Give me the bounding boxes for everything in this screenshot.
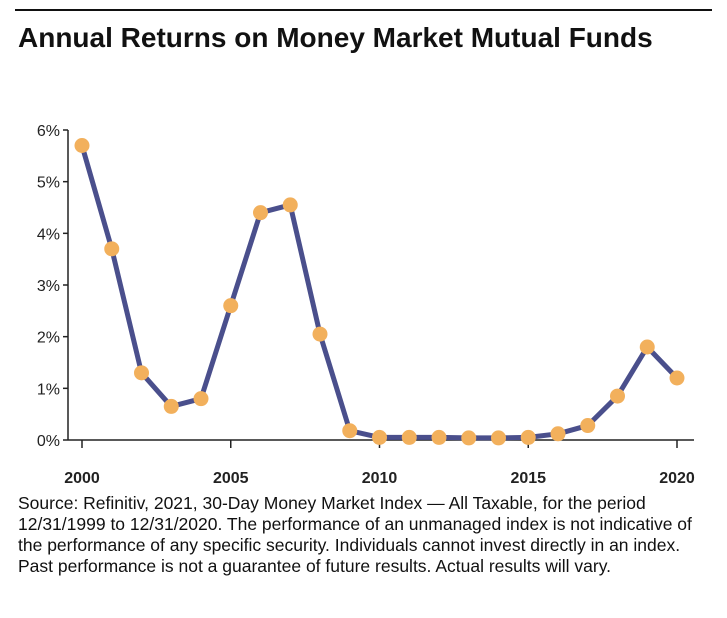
y-tick-label: 4%: [37, 226, 60, 243]
axes: 0% 1% 2% 3% 4% 5% 6% 2000 2005 2010 2015 2020: [37, 123, 695, 487]
data-point: [134, 365, 149, 381]
data-point: [312, 326, 328, 342]
series-line: [79, 143, 680, 441]
x-tick-label: 2000: [64, 470, 100, 487]
chart-title: Annual Returns on Money Market Mutual Fu…: [18, 22, 653, 53]
data-point: [163, 398, 179, 414]
series-group: [74, 138, 685, 446]
data-point: [282, 197, 298, 213]
line-chart: 0% 1% 2% 3% 4% 5% 6% 2000 2005 2010 2015 2020: [37, 123, 695, 487]
data-point: [253, 205, 268, 221]
data-point: [669, 370, 685, 386]
data-point: [223, 298, 239, 314]
data-point: [639, 339, 655, 355]
y-tick-label: 2%: [37, 330, 60, 347]
data-point: [74, 138, 90, 153]
data-point: [193, 391, 209, 407]
data-point: [461, 430, 477, 446]
data-point: [580, 418, 596, 434]
data-point: [104, 241, 120, 257]
x-tick-label: 2005: [213, 470, 249, 487]
y-tick-label: 3%: [37, 278, 60, 295]
x-tick-label: 2020: [659, 470, 695, 487]
y-tick-label: 0%: [37, 433, 60, 450]
top-rule: [15, 9, 712, 11]
source-note: Source: Refinitiv, 2021, 30-Day Money Ma…: [18, 493, 692, 576]
y-tick-label: 1%: [37, 381, 60, 398]
x-tick-label: 2010: [362, 470, 398, 487]
data-point: [520, 429, 536, 445]
y-tick-label: 5%: [37, 175, 60, 192]
data-point: [372, 429, 387, 445]
y-tick-label: 6%: [37, 123, 60, 140]
data-point: [342, 423, 358, 439]
data-point: [610, 388, 625, 404]
data-point: [550, 426, 566, 442]
data-point: [491, 430, 506, 446]
data-point: [401, 429, 417, 445]
x-tick-label: 2015: [510, 470, 546, 487]
data-point: [431, 429, 447, 445]
